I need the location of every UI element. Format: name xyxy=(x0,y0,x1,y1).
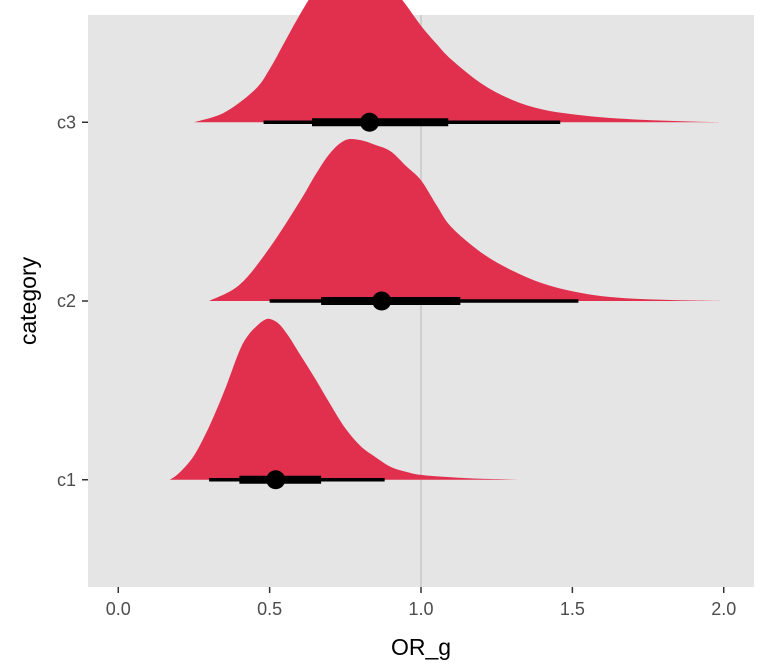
point-c3 xyxy=(360,112,380,132)
y-tick-label: c3 xyxy=(57,112,76,132)
x-tick-label: 2.0 xyxy=(711,599,736,619)
y-axis-title: category xyxy=(15,256,41,345)
x-tick-label: 0.0 xyxy=(106,599,131,619)
x-tick-label: 0.5 xyxy=(257,599,282,619)
x-axis-title: OR_g xyxy=(391,634,451,660)
density-c1 xyxy=(169,318,524,480)
x-tick-label: 1.5 xyxy=(560,599,585,619)
density-c3 xyxy=(194,0,724,123)
y-tick-label: c1 xyxy=(57,470,76,490)
x-axis: 0.0 0.5 1.0 1.5 2.0 xyxy=(106,587,736,619)
y-axis: c1 c2 c3 xyxy=(57,112,88,490)
y-tick-label: c2 xyxy=(57,291,76,311)
distributions-layer xyxy=(169,0,724,490)
density-c2 xyxy=(209,138,724,301)
x-tick-label: 1.0 xyxy=(408,599,433,619)
point-c2 xyxy=(372,291,392,311)
point-c1 xyxy=(266,470,286,490)
